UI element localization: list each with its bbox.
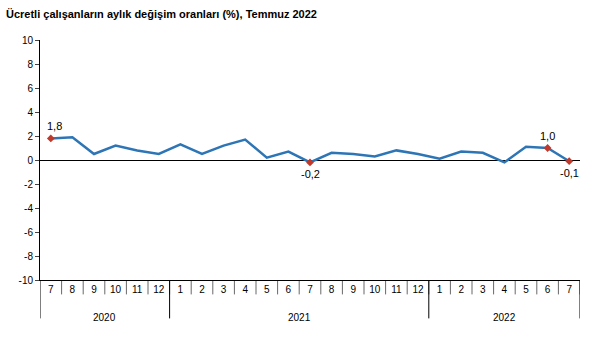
svg-text:4: 4 [242, 284, 248, 295]
svg-text:8: 8 [27, 59, 33, 70]
svg-text:2: 2 [199, 284, 205, 295]
svg-text:-6: -6 [24, 227, 33, 238]
svg-text:1,8: 1,8 [47, 120, 62, 132]
svg-text:9: 9 [91, 284, 97, 295]
svg-text:2: 2 [458, 284, 464, 295]
svg-text:Ücretli çalışanların aylık değ: Ücretli çalışanların aylık değişim oranl… [6, 8, 317, 20]
svg-text:8: 8 [70, 284, 76, 295]
svg-text:5: 5 [264, 284, 270, 295]
svg-text:7: 7 [566, 284, 572, 295]
svg-text:7: 7 [48, 284, 54, 295]
svg-text:-0,1: -0,1 [560, 167, 579, 179]
svg-text:10: 10 [22, 35, 34, 46]
svg-text:1: 1 [437, 284, 443, 295]
svg-text:4: 4 [27, 107, 33, 118]
svg-text:2022: 2022 [493, 312, 516, 323]
svg-text:0: 0 [27, 155, 33, 166]
svg-text:10: 10 [110, 284, 122, 295]
svg-text:2: 2 [27, 131, 33, 142]
svg-text:6: 6 [545, 284, 551, 295]
svg-text:9: 9 [350, 284, 356, 295]
svg-text:1,0: 1,0 [540, 130, 555, 142]
svg-text:6: 6 [286, 284, 292, 295]
svg-text:1: 1 [178, 284, 184, 295]
svg-text:-8: -8 [24, 251, 33, 262]
svg-text:10: 10 [369, 284, 381, 295]
svg-text:3: 3 [221, 284, 227, 295]
svg-text:3: 3 [480, 284, 486, 295]
svg-text:-2: -2 [24, 179, 33, 190]
svg-text:-4: -4 [24, 203, 33, 214]
svg-text:2020: 2020 [93, 312, 116, 323]
svg-text:7: 7 [307, 284, 313, 295]
svg-text:11: 11 [391, 284, 402, 295]
svg-text:4: 4 [502, 284, 508, 295]
svg-text:11: 11 [132, 284, 143, 295]
svg-text:12: 12 [153, 284, 165, 295]
svg-text:8: 8 [329, 284, 335, 295]
svg-text:2021: 2021 [288, 312, 311, 323]
svg-text:-10: -10 [19, 275, 34, 286]
svg-text:12: 12 [412, 284, 424, 295]
svg-text:6: 6 [27, 83, 33, 94]
svg-text:5: 5 [523, 284, 529, 295]
svg-text:-0,2: -0,2 [301, 168, 320, 180]
